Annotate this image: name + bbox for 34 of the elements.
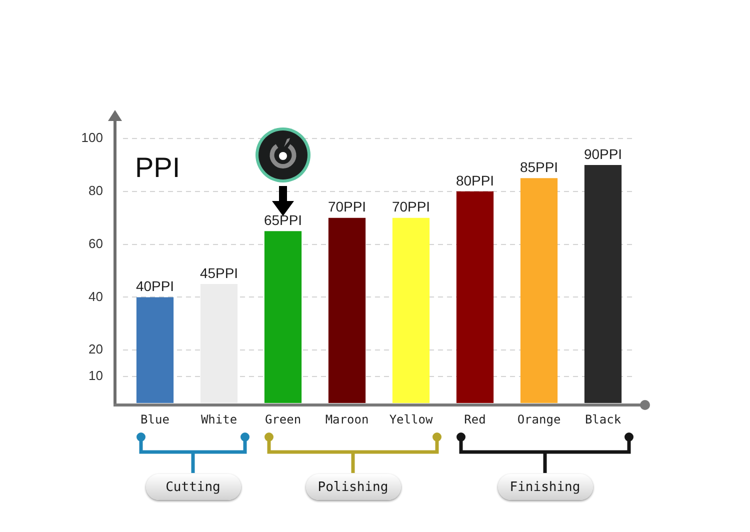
data-label: 90PPI	[584, 146, 622, 162]
y-tick-label: 20	[88, 342, 103, 357]
x-tick-label: Green	[264, 412, 302, 426]
bar	[264, 231, 302, 403]
x-tick-label: Blue	[140, 412, 170, 426]
y-tick-label: 60	[88, 236, 103, 251]
bar	[392, 218, 430, 403]
bar	[136, 297, 174, 403]
x-tick-label: Black	[584, 412, 622, 426]
x-tick-label: White	[200, 412, 238, 426]
y-tick-label: 100	[81, 130, 103, 146]
x-tick-label: Yellow	[389, 412, 434, 426]
bar	[520, 178, 558, 403]
data-label: 65PPI	[264, 212, 302, 228]
bar	[584, 164, 622, 403]
x-tick-label: Orange	[517, 412, 561, 426]
data-label: 80PPI	[456, 172, 494, 188]
bar	[456, 191, 494, 403]
x-tick-label: Red	[464, 412, 486, 426]
x-tick-label: Maroon	[325, 412, 369, 426]
y-tick-label: 10	[88, 368, 103, 384]
data-label: 85PPI	[520, 159, 558, 176]
data-label: 70PPI	[328, 198, 366, 215]
bar	[328, 218, 366, 403]
data-label: 45PPI	[200, 264, 238, 281]
bar	[200, 284, 238, 403]
y-tick-label: 40	[88, 288, 103, 304]
data-label: 70PPI	[392, 198, 430, 215]
data-label: 40PPI	[136, 278, 174, 294]
label-pill: Cutting	[146, 474, 240, 500]
label-pill: Polishing	[306, 474, 400, 500]
y-tick-label: 80	[88, 182, 103, 198]
label-pill: Finishing	[498, 474, 592, 500]
y-axis-title: PPI	[135, 152, 180, 183]
